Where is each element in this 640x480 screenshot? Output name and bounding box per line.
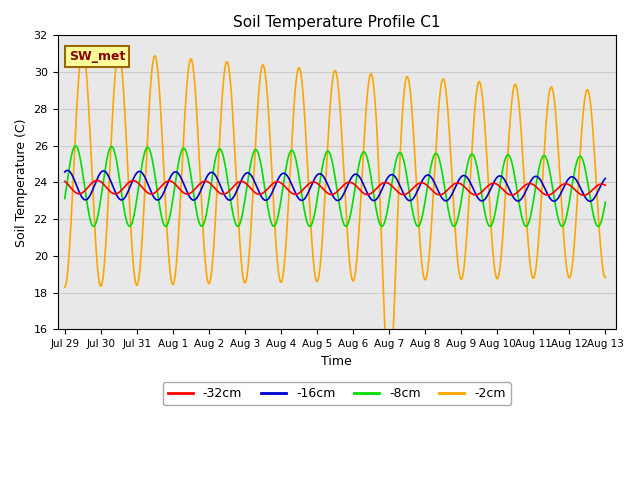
Text: SW_met: SW_met — [68, 50, 125, 63]
X-axis label: Time: Time — [321, 355, 352, 368]
Y-axis label: Soil Temperature (C): Soil Temperature (C) — [15, 118, 28, 247]
Title: Soil Temperature Profile C1: Soil Temperature Profile C1 — [233, 15, 440, 30]
Legend: -32cm, -16cm, -8cm, -2cm: -32cm, -16cm, -8cm, -2cm — [163, 383, 511, 406]
